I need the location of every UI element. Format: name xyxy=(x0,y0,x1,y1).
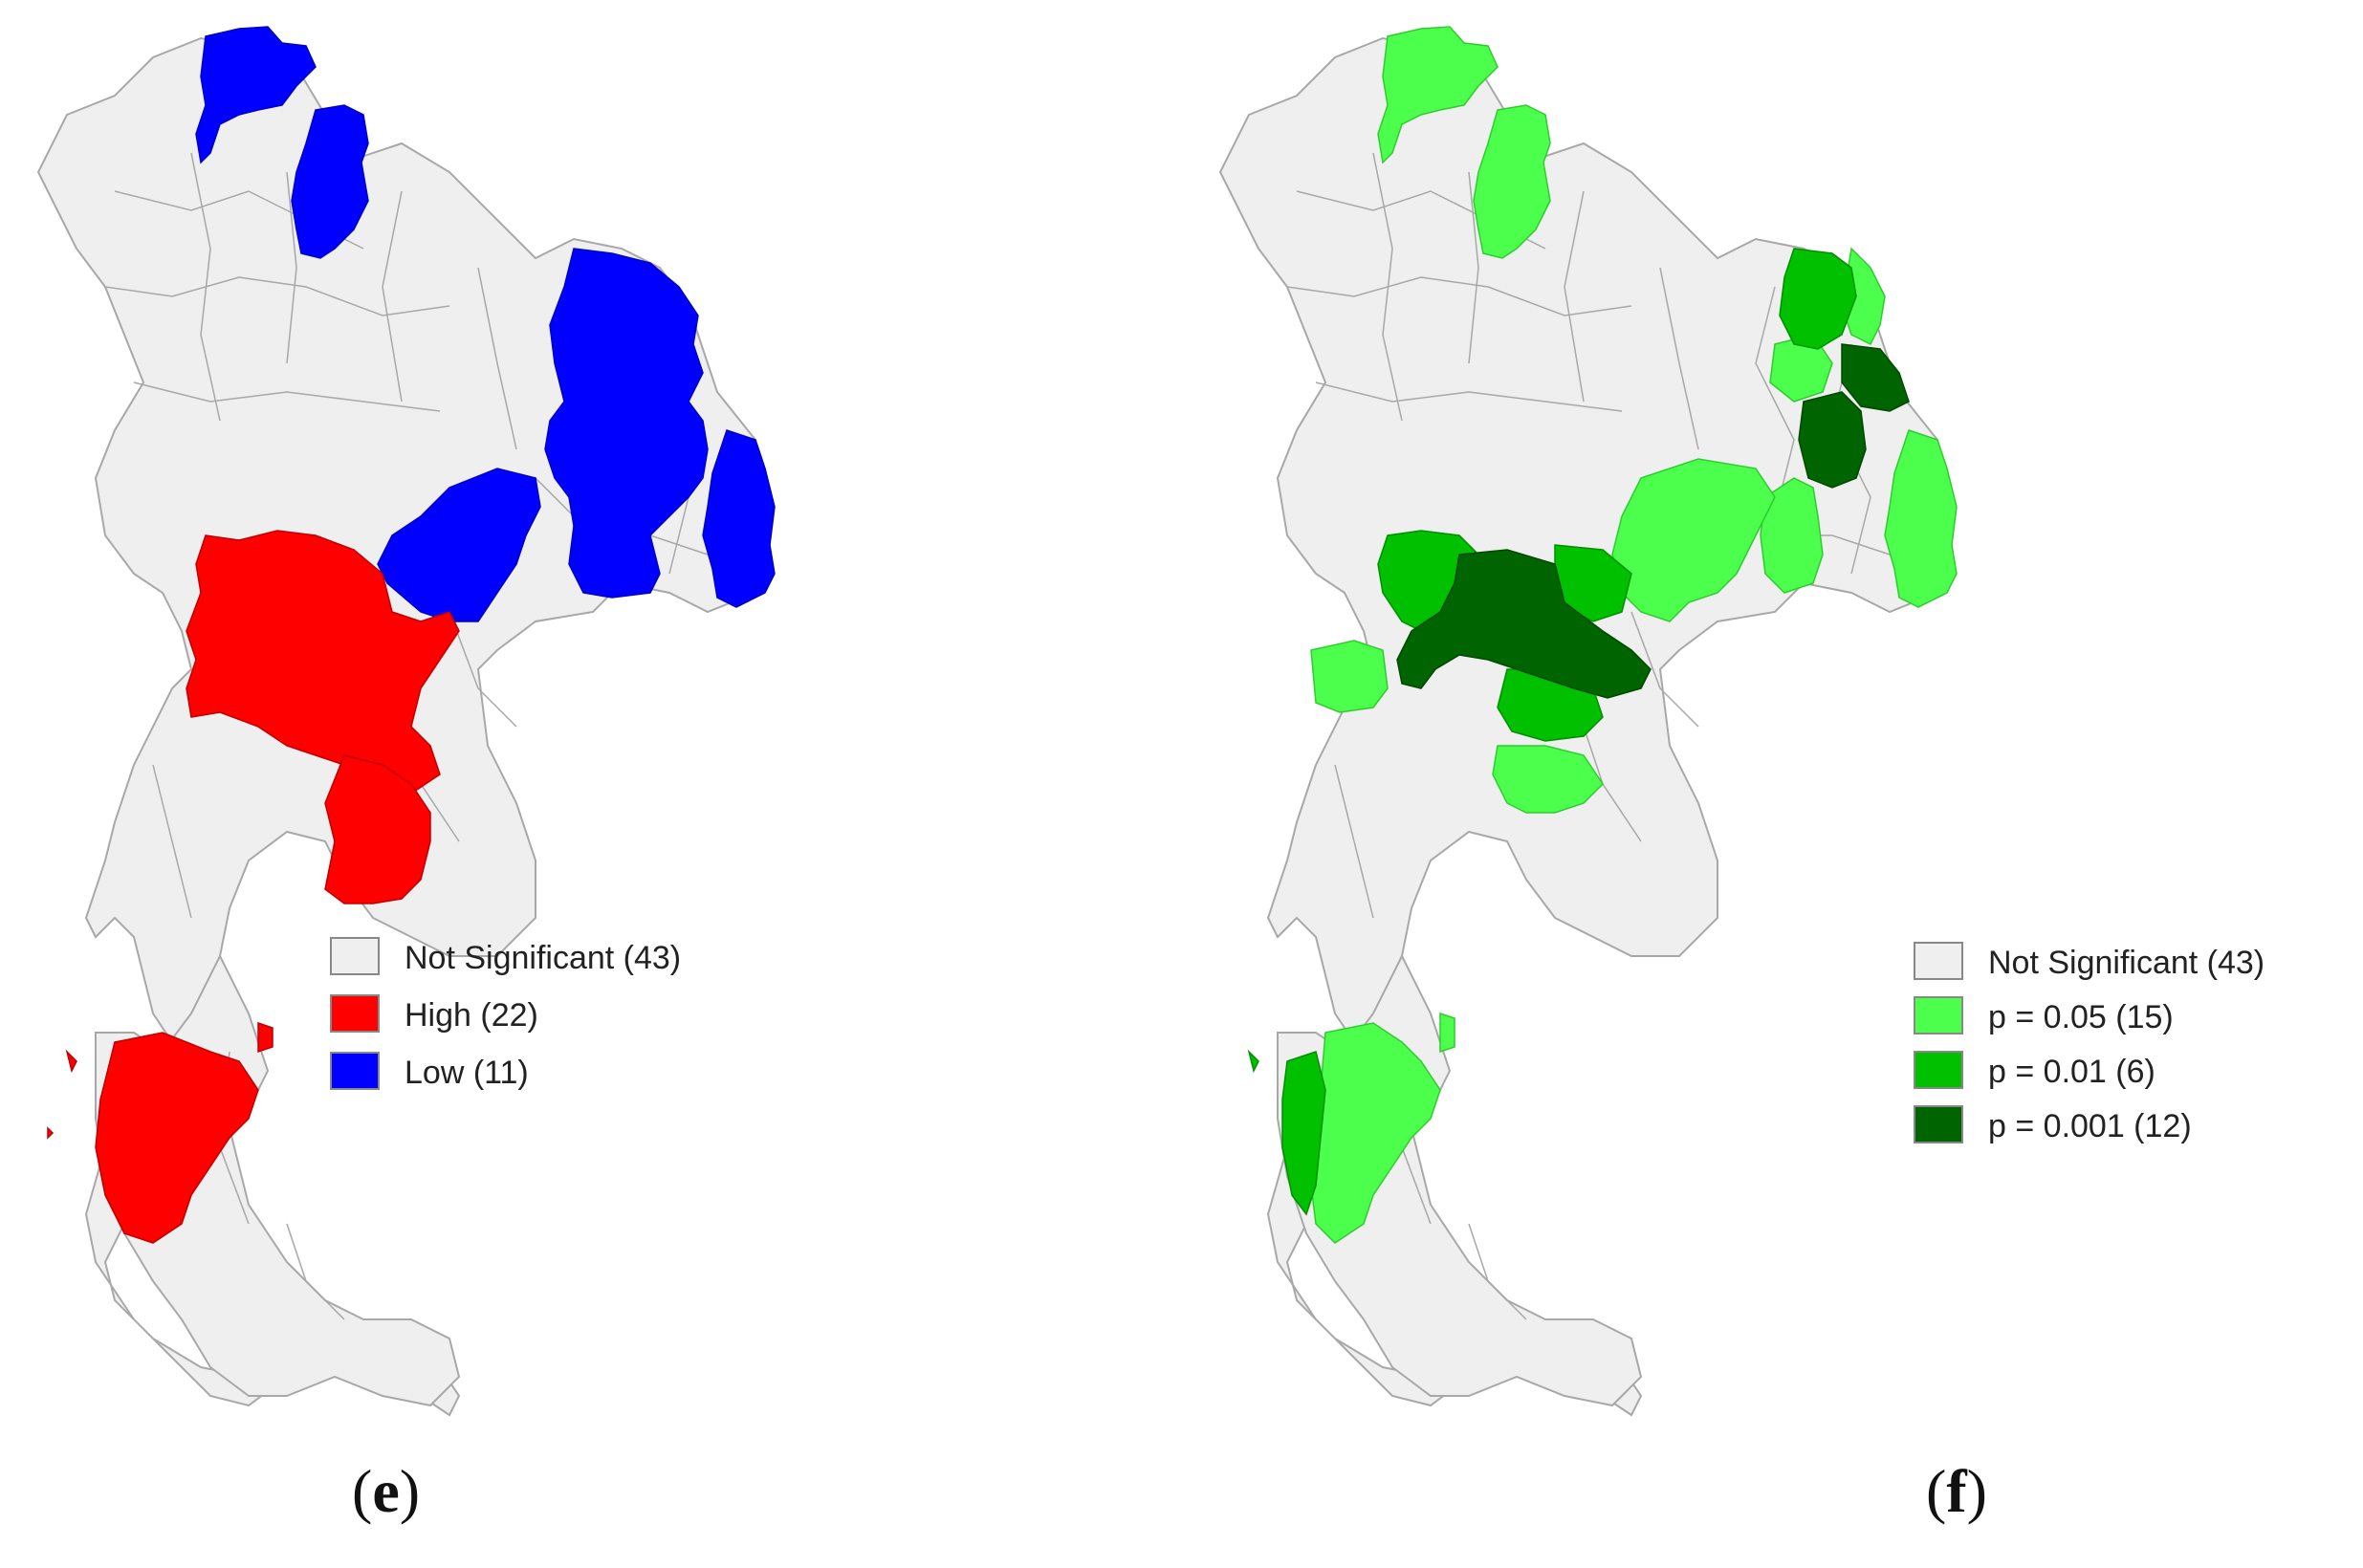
legend-label: p = 0.05 (15) xyxy=(1988,999,2174,1035)
low-region-2 xyxy=(291,104,369,259)
p001-island xyxy=(1247,1049,1259,1074)
legend-label: Not Significant (43) xyxy=(1988,945,2265,981)
p0001-region-ne-2 xyxy=(1798,391,1867,489)
p001-region-ne xyxy=(1779,248,1857,350)
legend-swatch xyxy=(1914,1051,1963,1089)
legend-swatch xyxy=(330,1052,380,1090)
map-panel-e: Not Significant (43) High (22) Low (11) … xyxy=(0,0,1181,1568)
high-region-4 xyxy=(257,1021,273,1054)
p0001-regions xyxy=(1396,343,1910,699)
legend-label: Not Significant (43) xyxy=(405,940,682,976)
p0001-region-ne-1 xyxy=(1841,343,1910,412)
legend-swatch xyxy=(330,994,380,1033)
high-clusters xyxy=(47,530,460,1244)
p001-region-south-w xyxy=(1281,1051,1326,1216)
legend-label: Low (11) xyxy=(405,1055,529,1091)
p005-region-ne-4 xyxy=(1884,429,1958,608)
p005-region-north-2 xyxy=(1473,104,1551,259)
low-clusters xyxy=(195,26,776,622)
p001-regions xyxy=(1247,248,1857,1216)
caption-letter: e xyxy=(372,1457,400,1525)
high-region-6 xyxy=(47,1126,55,1140)
caption-paren-close: ) xyxy=(399,1457,421,1525)
p005-region-southeast xyxy=(1492,745,1604,814)
country-outline xyxy=(1218,36,1954,1044)
p005-region-north-1 xyxy=(1377,26,1499,164)
legend-swatch xyxy=(1914,1105,1963,1143)
significance-map-f xyxy=(1218,26,1958,1417)
cluster-map-e xyxy=(36,26,776,1417)
low-region-1 xyxy=(195,26,317,164)
p005-region-west xyxy=(1310,640,1389,713)
p005-region-ne-3 xyxy=(1760,477,1824,594)
legend-label: p = 0.001 (12) xyxy=(1988,1108,2192,1144)
legend-label: p = 0.01 (6) xyxy=(1988,1054,2155,1090)
low-region-3 xyxy=(544,248,709,599)
panel-caption-e: (e) xyxy=(352,1453,420,1530)
high-region-5 xyxy=(65,1049,77,1074)
high-region-1 xyxy=(186,530,460,795)
legend-swatch xyxy=(1914,942,1963,980)
caption-paren-open: ( xyxy=(1926,1457,1947,1525)
p0001-region-central xyxy=(1396,549,1652,699)
caption-paren-open: ( xyxy=(352,1457,373,1525)
low-region-5 xyxy=(377,468,541,622)
legend-swatch xyxy=(330,937,380,975)
legend-label: High (22) xyxy=(405,997,538,1034)
panel-caption-f: (f) xyxy=(1926,1453,1987,1530)
high-region-3 xyxy=(95,1032,259,1244)
p005-island xyxy=(1439,1012,1455,1054)
caption-letter: f xyxy=(1946,1457,1967,1525)
map-panel-f: Not Significant (43) p = 0.05 (15) p = 0… xyxy=(1182,0,2363,1568)
p005-regions xyxy=(1310,26,1958,1244)
high-region-2 xyxy=(324,754,431,904)
caption-paren-close: ) xyxy=(1966,1457,1987,1525)
legend-swatch xyxy=(1914,996,1963,1034)
low-region-4 xyxy=(702,429,776,608)
